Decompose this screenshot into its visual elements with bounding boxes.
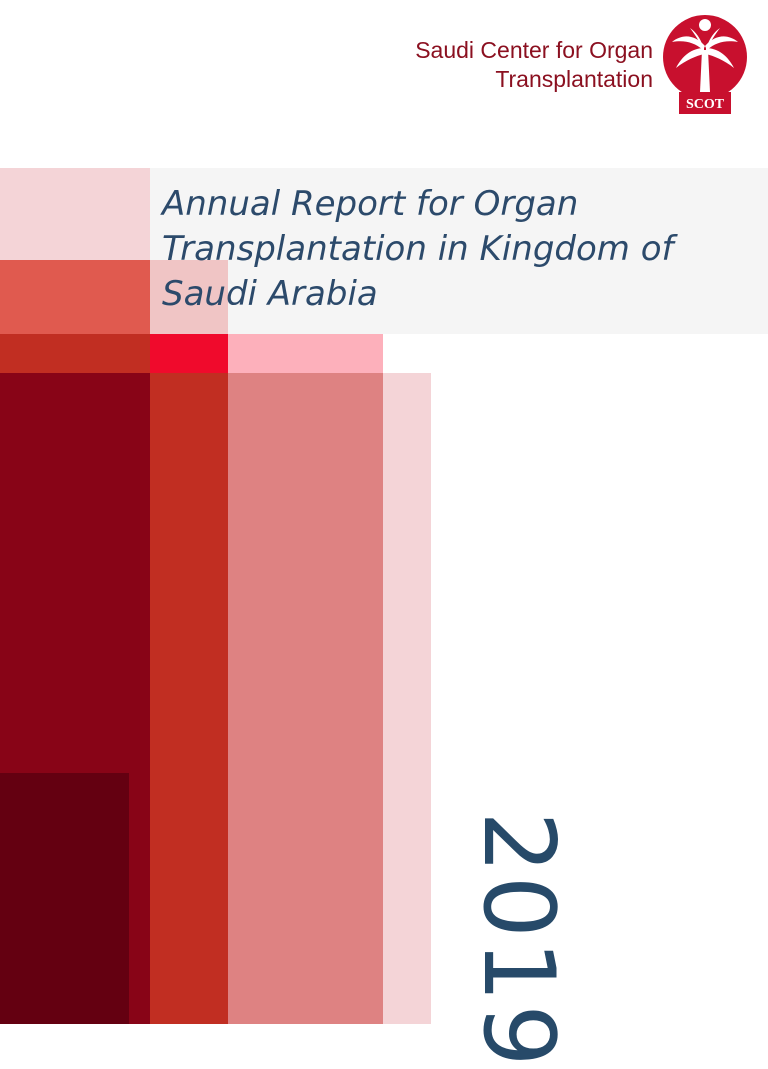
decor-column-pale: [383, 373, 431, 1024]
report-title-line3: Saudi Arabia: [162, 274, 378, 314]
report-title-line2: Transplantation in Kingdom of: [162, 229, 674, 269]
report-title: Annual Report for Organ Transplantation …: [162, 182, 762, 317]
decor-column-rose: [228, 373, 383, 1024]
decor-column-brick: [150, 373, 228, 1024]
organization-name-line1: Saudi Center for Organ: [415, 37, 653, 63]
decor-column-darkest: [0, 773, 129, 1024]
decor-strip-bright: [150, 334, 228, 373]
decor-strip-pink: [228, 334, 383, 373]
title-band-lower-left: [150, 260, 228, 334]
decor-strip-brick: [0, 334, 150, 373]
decor-block-coral: [0, 260, 150, 334]
report-year-container: 2019: [461, 811, 575, 1068]
decor-block-pale-top: [0, 168, 150, 260]
title-band-lower: [228, 260, 768, 334]
report-title-line1: Annual Report for Organ: [162, 184, 579, 224]
organization-name: Saudi Center for Organ Transplantation: [415, 36, 653, 94]
logo-text: SCOT: [686, 97, 725, 112]
title-band: [150, 168, 768, 260]
organization-name-line2: Transplantation: [495, 66, 653, 92]
report-year: 2019: [461, 811, 575, 1069]
palm-tree-logo-icon: SCOT: [663, 15, 747, 114]
